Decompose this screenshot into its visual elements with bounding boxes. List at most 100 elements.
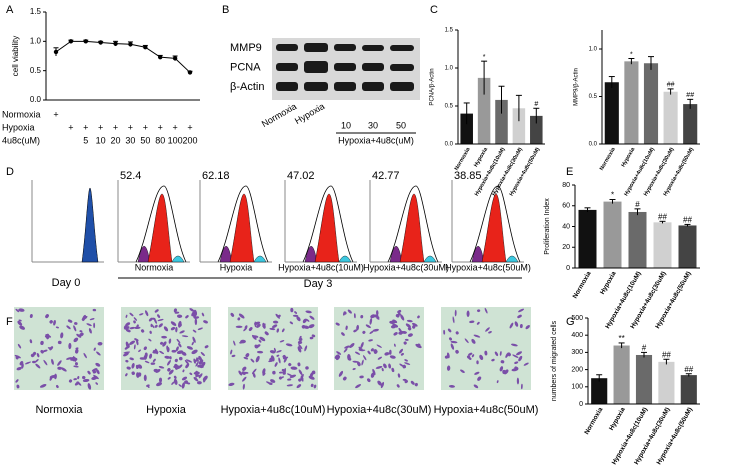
row-cell: 200 (182, 135, 197, 145)
bar (663, 91, 678, 144)
cell (171, 349, 177, 353)
cell (250, 358, 255, 363)
cell (499, 366, 504, 372)
cell (51, 358, 54, 365)
cell (44, 335, 49, 339)
cell (169, 356, 172, 360)
y-tick-label: 60 (562, 203, 570, 210)
cell (342, 376, 347, 381)
cell (494, 351, 499, 357)
row-cell: + (113, 122, 118, 132)
panel-label: E (566, 166, 573, 178)
cell (185, 359, 193, 363)
cell (29, 313, 33, 319)
cell (345, 325, 348, 330)
cell (347, 357, 352, 361)
y-tick-label: 1.5 (30, 7, 42, 16)
histogram (399, 193, 425, 263)
point (83, 39, 88, 44)
band (304, 61, 328, 73)
cell (380, 381, 385, 389)
cell (484, 350, 488, 356)
y-tick-label: 80 (562, 182, 570, 189)
annotation: ## (662, 350, 671, 359)
cell (356, 324, 359, 331)
cell (477, 376, 482, 381)
cell (83, 352, 87, 359)
cell (176, 350, 184, 355)
bar (477, 77, 491, 144)
cell (76, 333, 82, 338)
cell (170, 321, 177, 326)
cell (373, 349, 378, 353)
cell (471, 354, 475, 358)
cell (143, 346, 147, 351)
flow-value: 52.4 (120, 170, 141, 182)
cell (144, 360, 150, 364)
cell (176, 338, 181, 344)
cell (452, 316, 455, 324)
cell (88, 328, 92, 334)
cell (476, 360, 479, 365)
panel-label: F (6, 316, 13, 328)
y-tick-label: 0.5 (589, 94, 598, 100)
lane-label: 30 (368, 120, 378, 130)
cell (153, 317, 157, 324)
cell (407, 326, 412, 331)
cell (397, 373, 401, 378)
cell (466, 310, 470, 317)
cell (95, 382, 98, 385)
cell (448, 384, 455, 388)
cell (150, 362, 156, 365)
cell (237, 317, 241, 321)
cell (55, 326, 59, 329)
cell (125, 314, 128, 318)
bar (578, 209, 597, 268)
cell (233, 340, 236, 346)
row-label: 4u8c(uM) (2, 135, 40, 145)
y-axis-label: numbers of migrated cells (551, 320, 558, 401)
y-tick-label: 0.5 (445, 104, 454, 110)
cell (157, 314, 161, 318)
cell (414, 382, 418, 387)
bar (495, 99, 508, 144)
cell (57, 340, 62, 345)
cell (60, 367, 67, 372)
cell (125, 359, 129, 363)
cell (66, 357, 73, 360)
cell (129, 340, 136, 345)
cell (154, 324, 158, 328)
cell (369, 317, 373, 325)
cell (372, 328, 379, 332)
cell (341, 332, 345, 336)
band (362, 45, 384, 51)
y-tick-label: 1.0 (445, 66, 454, 72)
cell (376, 344, 382, 348)
cell (18, 308, 25, 312)
cell (126, 343, 130, 349)
cell (73, 378, 78, 381)
cell (174, 311, 180, 314)
cell (139, 313, 144, 316)
bar (628, 211, 647, 268)
micrograph (441, 307, 531, 390)
cell (178, 384, 182, 387)
cell (138, 349, 141, 353)
cell (468, 357, 472, 360)
band (334, 44, 356, 51)
cell (153, 368, 159, 373)
cell (181, 351, 187, 356)
point (158, 54, 163, 60)
cell (74, 362, 78, 366)
band (390, 64, 414, 71)
cell (161, 335, 168, 339)
cell (377, 380, 382, 386)
cell (176, 314, 183, 318)
cell (399, 363, 404, 367)
cell (171, 381, 175, 385)
flow-label: Hypoxia+4u8c(10uM) (278, 262, 364, 272)
cell (454, 309, 457, 317)
cell (469, 320, 475, 324)
flow-label: Hypoxia (220, 262, 253, 272)
cell (87, 370, 91, 375)
